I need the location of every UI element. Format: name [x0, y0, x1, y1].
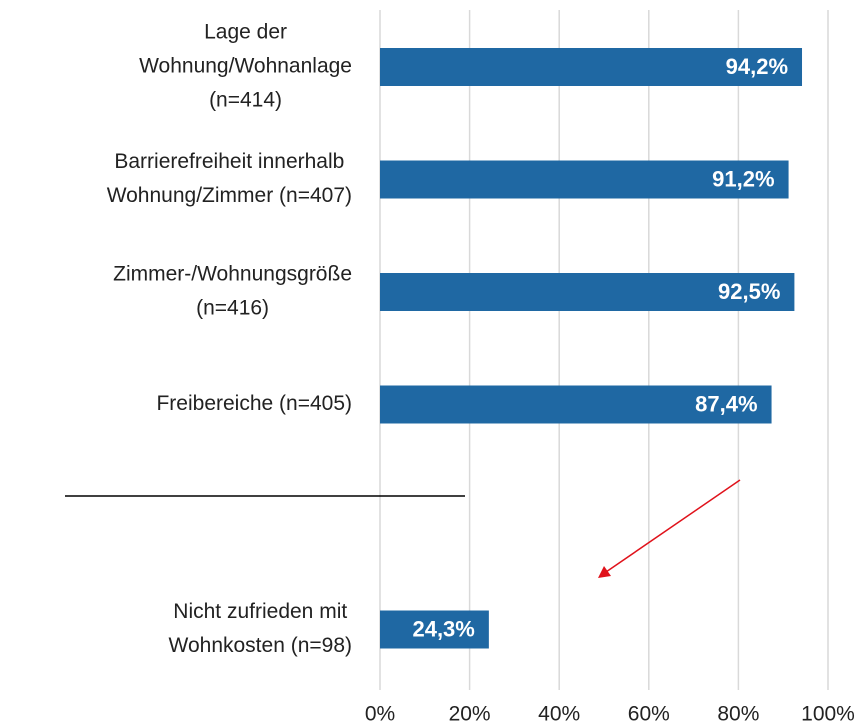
arrow	[605, 479, 741, 573]
category-label: (n=416)	[196, 297, 269, 320]
x-tick-label: 0%	[365, 703, 395, 725]
category-label: Lage der	[204, 21, 287, 44]
bar	[380, 385, 772, 424]
data-label: 91,2%	[712, 166, 774, 191]
bar	[380, 273, 795, 311]
x-tick-label: 80%	[717, 703, 759, 725]
category-label: Wohnung/Wohnanlage	[139, 55, 352, 78]
category-label: Freibereiche (n=405)	[156, 392, 352, 415]
data-label: 87,4%	[695, 391, 757, 416]
category-label: Nicht zufrieden mit	[173, 600, 347, 623]
category-label: Wohnung/Zimmer (n=407)	[107, 184, 352, 207]
category-label: (n=414)	[209, 89, 282, 112]
data-label: 24,3%	[412, 616, 474, 641]
data-label: 94,2%	[726, 54, 788, 79]
bar	[380, 48, 803, 86]
bar	[380, 160, 789, 199]
category-label: Zimmer-/Wohnungsgröße	[113, 263, 352, 286]
x-tick-label: 20%	[449, 703, 491, 725]
x-tick-label: 40%	[538, 703, 580, 725]
bar	[380, 610, 489, 649]
x-tick-label: 60%	[628, 703, 670, 725]
category-label: Wohnkosten (n=98)	[169, 634, 352, 657]
category-label: Barrierefreiheit innerhalb	[114, 150, 344, 173]
x-tick-label: 100%	[801, 703, 855, 725]
data-label: 92,5%	[718, 279, 780, 304]
arrow-head	[598, 566, 611, 578]
